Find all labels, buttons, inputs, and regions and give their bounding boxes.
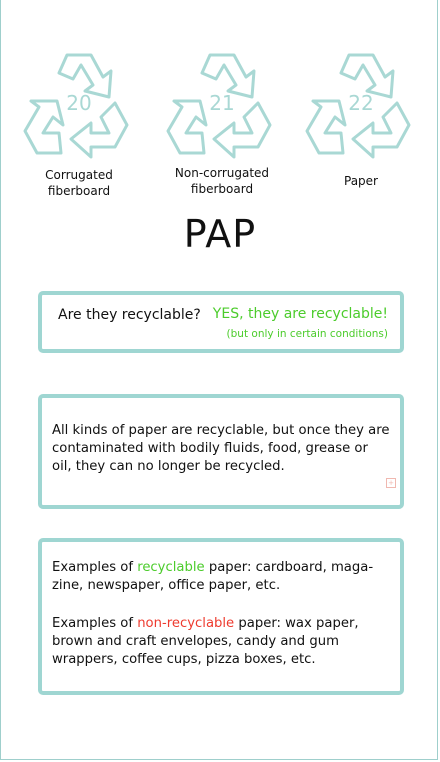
code-number: 22 [348,91,374,115]
recyclable-examples: Examples of recyclable paper: cardboard,… [52,560,374,593]
code-number: 21 [209,91,235,115]
info-text: All kinds of paper are recyclable, but o… [52,423,390,474]
recyclable-answer: YES, they are recyclable! [212,306,388,322]
recyclable-card: Are they recyclable? YES, they are recyc… [38,291,404,353]
recyclable-question: Are they recyclable? [58,307,201,323]
symbol-label: Corrugated fiberboard [45,168,113,198]
symbol-label: Paper [344,174,378,188]
recycle-icon [166,53,272,159]
page-title: PAP [183,212,257,256]
plus-icon: + [386,478,396,488]
recycling-symbols: 20 Corrugated fiberboard 21 Non-corrugat… [0,45,440,205]
recycling-symbol-20: 20 Corrugated fiberboard [14,45,144,199]
recycling-symbol-21: 21 Non-corrugated fiberboard [157,45,287,197]
code-number: 20 [66,91,92,115]
info-card: All kinds of paper are recyclable, but o… [38,394,404,509]
recycling-symbol-22: 22 Paper [296,45,426,189]
nonrecyclable-examples: Examples of non-recyclable paper: wax pa… [52,616,359,667]
examples-card: Examples of recyclable paper: cardboard,… [38,538,404,695]
recycle-icon [305,53,411,159]
recycle-icon [23,53,129,159]
symbol-label: Non-corrugated fiberboard [174,166,270,196]
recyclable-condition: (but only in certain conditions) [226,328,388,340]
nonrecyclable-word: non-recyclable [137,616,235,631]
recyclable-word: recyclable [137,560,205,575]
